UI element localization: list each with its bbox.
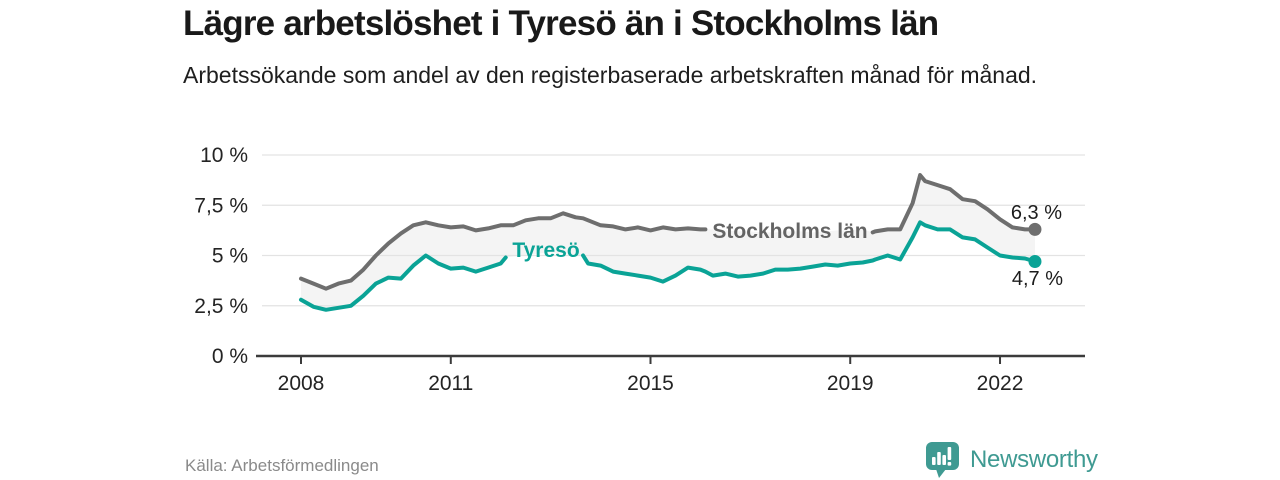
x-axis-tick-label: 2008 [278,372,325,395]
series-line-stockholms-l-n [299,211,708,291]
series-end-dot [1028,222,1042,236]
x-axis-tick-label: 2011 [428,372,473,395]
band-between-series [301,175,1035,310]
y-axis-tick-label: 2,5 % [194,295,248,318]
x-axis-tick-label: 2019 [827,372,874,395]
page-title: Lägre arbetslöshet i Tyresö än i Stockho… [183,4,939,43]
source-note: Källa: Arbetsförmedlingen [185,456,379,475]
series-line-tyres- [299,253,508,312]
series-end-value-label: 4,7 % [1012,268,1063,290]
series-inline-label: Tyresö [512,239,579,262]
x-axis-tick-label: 2015 [627,372,674,395]
newsworthy-chart-bubble-icon [926,442,959,478]
newsworthy-brand[interactable]: Newsworthy [925,441,1098,478]
chart-subtitle: Arbetssökande som andel av den registerb… [183,62,1038,88]
series-inline-label: Stockholms län [712,220,867,243]
series-line-tyres- [581,220,1037,284]
y-axis-tick-label: 7,5 % [194,194,248,217]
y-axis-tick-label: 5 % [212,245,248,268]
series-end-dot [1028,255,1042,269]
y-axis-tick-label: 0 % [212,345,248,368]
brand-name: Newsworthy [970,445,1098,473]
y-axis-tick-label: 10 % [200,144,248,167]
series-end-value-label: 6,3 % [1011,202,1062,224]
x-axis-tick-label: 2022 [977,372,1024,395]
series-line-stockholms-l-n [870,173,1037,235]
